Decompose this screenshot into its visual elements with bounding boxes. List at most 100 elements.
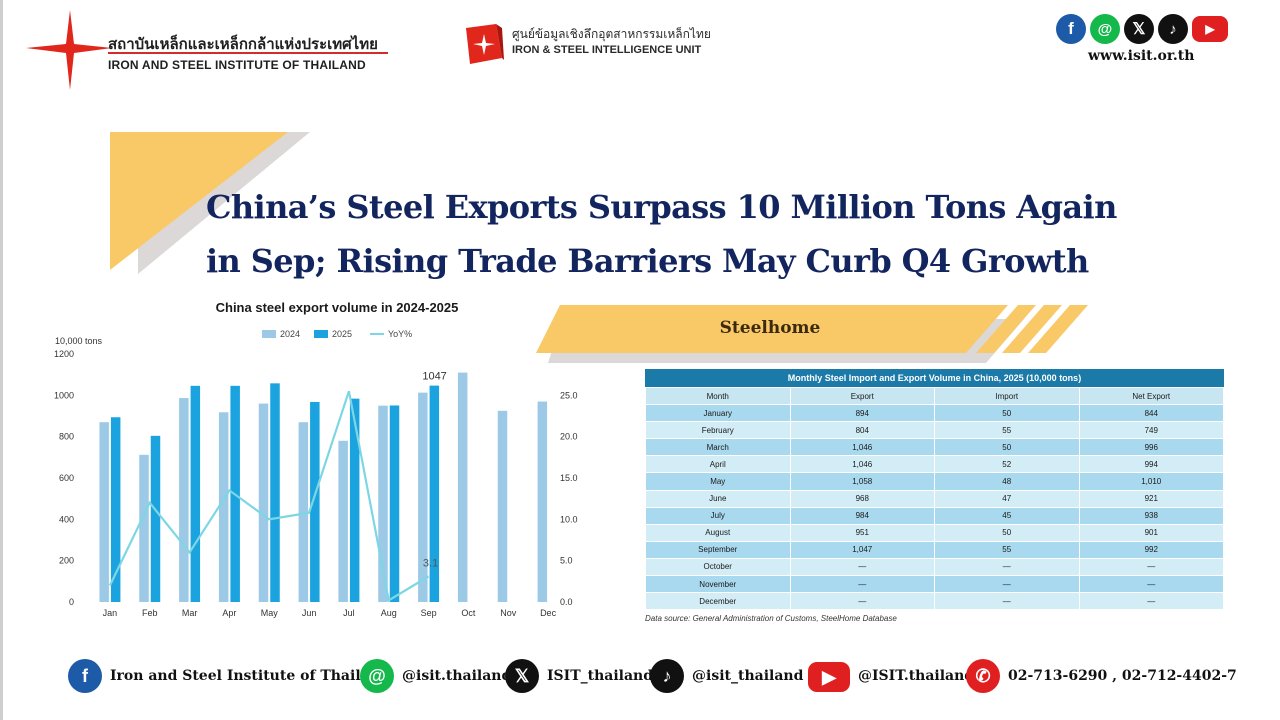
left-border bbox=[0, 0, 3, 720]
footer-tiktok[interactable]: ♪ @isit_thailand bbox=[650, 658, 803, 694]
table-row: October — — — bbox=[645, 557, 1224, 577]
tiktok-icon[interactable]: ♪ bbox=[1158, 14, 1188, 44]
table-cell: May bbox=[645, 472, 791, 491]
table-cell: — bbox=[1078, 592, 1224, 611]
table-cell: — bbox=[789, 575, 935, 594]
org-name-thai: สถาบันเหล็กและเหล็กกล้าแห่งประเทศไทย bbox=[108, 36, 378, 53]
title-line-1: China’s Steel Exports Surpass 10 Million… bbox=[206, 188, 1117, 226]
column-header: Net Export bbox=[1078, 386, 1224, 406]
data-label-yoy-sep: 3.1 bbox=[423, 557, 438, 569]
y-tick-label: 600 bbox=[59, 473, 74, 483]
y2-tick-label: 25.0 bbox=[560, 390, 578, 400]
source-ribbon bbox=[536, 305, 1088, 363]
bar-2025-may bbox=[270, 383, 280, 602]
website-link[interactable]: www.isit.or.th bbox=[1088, 48, 1195, 64]
youtube-icon: ▶ bbox=[808, 662, 850, 692]
table-cell: 50 bbox=[934, 523, 1080, 542]
x-tick-label: Nov bbox=[500, 608, 517, 618]
table-cell: 1,047 bbox=[789, 540, 935, 559]
data-table: Month Export Import Net Export January 89… bbox=[645, 386, 1224, 611]
bar-2024-jan bbox=[99, 422, 109, 602]
table-cell: June bbox=[645, 489, 791, 508]
table-cell: 804 bbox=[789, 421, 935, 440]
org-name-underline bbox=[108, 52, 388, 54]
footer-phone[interactable]: ✆ 02-713-6290 , 02-712-4402-7 bbox=[966, 658, 1237, 694]
x-tick-label: Oct bbox=[461, 608, 476, 618]
y2-tick-label: 15.0 bbox=[560, 473, 578, 483]
red-cube-icon bbox=[466, 24, 504, 64]
x-icon[interactable]: 𝕏 bbox=[1124, 14, 1154, 44]
footer-youtube[interactable]: ▶ @ISIT.thailand bbox=[808, 658, 974, 694]
table-row: June 968 47 921 bbox=[645, 489, 1224, 508]
bar-2024-may bbox=[258, 403, 269, 602]
x-tick-label: Dec bbox=[540, 608, 557, 618]
legend-swatch bbox=[314, 330, 328, 338]
x-tick-label: Jan bbox=[103, 608, 118, 618]
y-axis-label: 10,000 tons bbox=[55, 336, 103, 346]
table-cell: — bbox=[934, 557, 1080, 577]
x-icon: 𝕏 bbox=[505, 659, 539, 693]
table-row: April 1,046 52 994 bbox=[645, 455, 1224, 474]
legend-label: YoY% bbox=[388, 329, 412, 339]
table-cell: 55 bbox=[934, 421, 1080, 440]
y2-tick-label: 5.0 bbox=[560, 556, 573, 566]
facebook-icon: f bbox=[68, 659, 102, 693]
bar-2024-apr bbox=[218, 412, 229, 602]
x-tick-label: Jun bbox=[302, 608, 317, 618]
legend-label: 2024 bbox=[280, 329, 300, 339]
y-tick-label: 800 bbox=[59, 432, 74, 442]
table-row: January 894 50 844 bbox=[645, 404, 1224, 423]
yoy-line bbox=[108, 390, 430, 603]
youtube-handle: @ISIT.thailand bbox=[858, 668, 975, 684]
chart-canvas: China steel export volume in 2024-2025 10… bbox=[54, 300, 578, 618]
bar-2025-sep bbox=[429, 385, 440, 602]
isit-logo: สถาบันเหล็กและเหล็กกล้าแห่งประเทศไทย IRO… bbox=[24, 8, 388, 92]
table-cell: 1,046 bbox=[789, 455, 935, 474]
table-cell: 992 bbox=[1078, 540, 1224, 559]
table-cell: 55 bbox=[934, 540, 1080, 559]
table-cell: August bbox=[645, 523, 791, 542]
bar-2024-feb bbox=[139, 454, 149, 602]
bar-2024-aug bbox=[378, 405, 388, 602]
table-cell: 894 bbox=[789, 404, 935, 423]
table-cell: — bbox=[1078, 557, 1224, 577]
line-handle: @isit.thailand bbox=[402, 668, 512, 684]
line-icon[interactable]: @ bbox=[1090, 14, 1120, 44]
y-tick-label: 400 bbox=[59, 514, 74, 524]
tiktok-icon: ♪ bbox=[650, 659, 684, 693]
table-row: July 984 45 938 bbox=[645, 506, 1224, 525]
facebook-icon[interactable]: f bbox=[1056, 14, 1086, 44]
y2-tick-label: 10.0 bbox=[560, 514, 578, 524]
table-cell: March bbox=[645, 438, 791, 457]
y2-tick-label: 0.0 bbox=[560, 597, 573, 607]
bar-2024-jun bbox=[298, 422, 309, 602]
bar-2025-jan bbox=[110, 417, 121, 602]
table-cell: — bbox=[789, 557, 935, 577]
bar-2025-aug bbox=[389, 405, 400, 602]
import-export-table: Monthly Steel Import and Export Volume i… bbox=[645, 369, 1224, 623]
table-cell: 901 bbox=[1078, 523, 1224, 542]
table-row: March 1,046 50 996 bbox=[645, 438, 1224, 457]
org-name-english: IRON AND STEEL INSTITUTE OF THAILAND bbox=[108, 58, 366, 72]
table-row: May 1,058 48 1,010 bbox=[645, 472, 1224, 491]
unit-name-thai: ศูนย์ข้อมูลเชิงลึกอุตสาหกรรมเหล็กไทย bbox=[512, 27, 711, 41]
table-cell: 938 bbox=[1078, 506, 1224, 525]
table-cell: 749 bbox=[1078, 421, 1224, 440]
table-cell: December bbox=[645, 592, 791, 611]
footer-x[interactable]: 𝕏 ISIT_thailand bbox=[505, 658, 653, 694]
bar-2024-mar bbox=[179, 398, 189, 602]
footer-line[interactable]: @ @isit.thailand bbox=[360, 658, 511, 694]
table-source-note: Data source: General Administration of C… bbox=[645, 614, 897, 624]
table-cell: 1,010 bbox=[1078, 472, 1224, 491]
table-cell: January bbox=[645, 404, 791, 423]
red-star-icon bbox=[26, 10, 112, 90]
bar-2025-jul bbox=[349, 398, 360, 602]
title-line-2: in Sep; Rising Trade Barriers May Curb Q… bbox=[206, 242, 1089, 280]
footer-facebook[interactable]: f Iron and Steel Institute of Thailand bbox=[68, 658, 390, 694]
table-cell: — bbox=[789, 592, 935, 611]
youtube-icon[interactable]: ▶ bbox=[1192, 16, 1228, 42]
x-tick-label: Feb bbox=[142, 608, 158, 618]
data-label-2025-sep: 1047 bbox=[422, 371, 446, 383]
column-header: Export bbox=[789, 386, 935, 406]
table-cell: 48 bbox=[934, 472, 1080, 491]
